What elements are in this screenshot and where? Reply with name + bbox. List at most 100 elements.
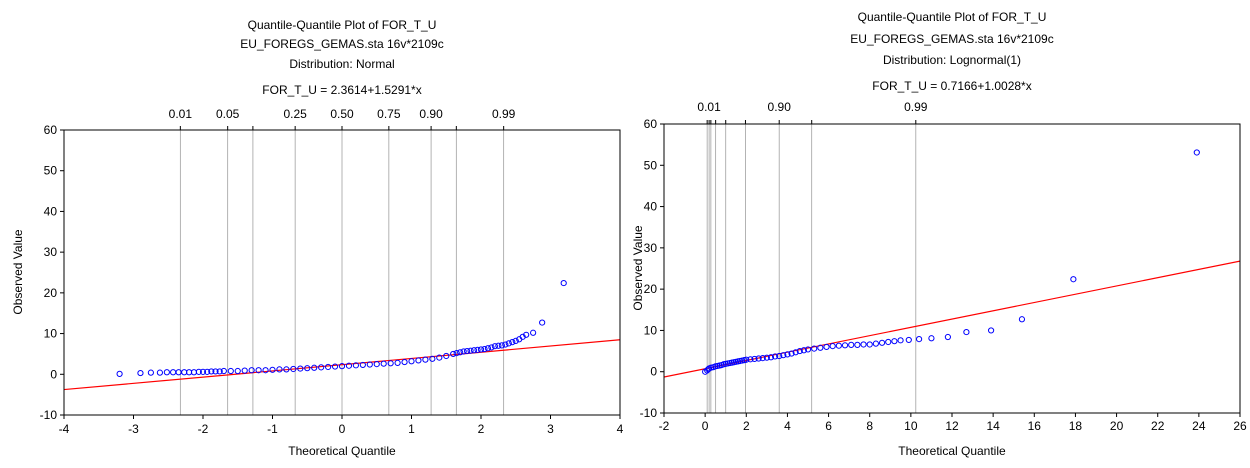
x-tick-label: 0	[702, 419, 709, 433]
chart-title-line: Distribution: Lognormal(1)	[883, 53, 1021, 67]
data-point	[506, 341, 511, 346]
data-point	[540, 320, 545, 325]
data-point	[849, 342, 854, 347]
data-point	[988, 328, 993, 333]
data-point	[867, 342, 872, 347]
probability-tick-label: 0.05	[216, 107, 240, 121]
y-tick-label: 0	[50, 367, 57, 381]
y-tick-label: 10	[44, 327, 58, 341]
x-axis-label: Theoretical Quantile	[898, 444, 1006, 458]
x-tick-label: 2	[743, 419, 750, 433]
x-tick-label: -1	[267, 422, 278, 436]
x-tick-label: 4	[617, 422, 624, 436]
x-tick-label: -3	[128, 422, 139, 436]
data-point	[1194, 150, 1199, 155]
data-point	[916, 336, 921, 341]
data-point	[945, 334, 950, 339]
data-point	[148, 370, 153, 375]
x-tick-label: 6	[825, 419, 832, 433]
x-tick-label: 16	[1028, 419, 1042, 433]
data-point	[830, 344, 835, 349]
y-axis-label: Observed Value	[631, 225, 645, 310]
chart-title-line: Quantile-Quantile Plot of FOR_T_U	[858, 10, 1047, 24]
data-point	[964, 329, 969, 334]
chart-title-line: FOR_T_U = 0.7166+1.0028*x	[872, 79, 1031, 93]
data-point	[482, 346, 487, 351]
y-tick-label: -10	[40, 408, 58, 422]
data-point	[1019, 317, 1024, 322]
probability-tick-label: 0.99	[492, 107, 516, 121]
probability-tick-label: 0.25	[283, 107, 307, 121]
qq-plot-lognormal: Quantile-Quantile Plot of FOR_T_U EU_FORE…	[630, 0, 1250, 463]
data-point	[242, 368, 247, 373]
x-tick-label: -2	[198, 422, 209, 436]
data-point	[886, 339, 891, 344]
data-point	[138, 370, 143, 375]
y-tick-label: 30	[644, 241, 658, 255]
chart-title-line: Distribution: Normal	[289, 57, 394, 71]
data-point	[374, 362, 379, 367]
probability-tick-label: 0.99	[904, 100, 928, 114]
chart-lognormal-svg: Quantile-Quantile Plot of FOR_T_U EU_FORE…	[630, 0, 1250, 463]
y-tick-label: 20	[644, 282, 658, 296]
y-tick-label: 50	[644, 158, 658, 172]
x-tick-label: 3	[547, 422, 554, 436]
x-tick-label: 0	[339, 422, 346, 436]
chart-title-line: EU_FOREGS_GEMAS.sta 16v*2109c	[850, 32, 1053, 46]
y-tick-label: 60	[644, 117, 658, 131]
fit-line	[664, 261, 1240, 377]
data-point	[235, 368, 240, 373]
y-tick-label: 10	[644, 323, 658, 337]
data-point	[485, 346, 490, 351]
y-tick-label: 60	[44, 123, 58, 137]
x-tick-label: 2	[478, 422, 485, 436]
x-tick-label: 10	[904, 419, 918, 433]
data-point	[929, 336, 934, 341]
data-point	[842, 343, 847, 348]
data-point	[561, 280, 566, 285]
x-tick-label: 26	[1233, 419, 1247, 433]
x-tick-label: 14	[986, 419, 1000, 433]
data-point	[855, 342, 860, 347]
y-tick-label: 40	[44, 204, 58, 218]
data-point	[824, 344, 829, 349]
y-tick-label: 30	[44, 245, 58, 259]
y-axis-label: Observed Value	[11, 229, 25, 314]
chart-title-line: EU_FOREGS_GEMAS.sta 16v*2109c	[240, 37, 443, 51]
x-axis-label: Theoretical Quantile	[288, 444, 396, 458]
qq-plot-normal: Quantile-Quantile Plot of FOR_T_U EU_FORE…	[0, 0, 630, 463]
chart-title-line: Quantile-Quantile Plot of FOR_T_U	[248, 18, 437, 32]
x-tick-label: 22	[1151, 419, 1165, 433]
data-point	[416, 358, 421, 363]
data-point	[898, 338, 903, 343]
data-point	[249, 368, 254, 373]
x-tick-label: 4	[784, 419, 791, 433]
data-point	[873, 341, 878, 346]
x-tick-label: 18	[1069, 419, 1083, 433]
data-point	[164, 370, 169, 375]
data-point	[157, 370, 162, 375]
chart-title-line: FOR_T_U = 2.3614+1.5291*x	[262, 83, 421, 97]
data-point	[402, 359, 407, 364]
data-point	[326, 364, 331, 369]
chart-normal-svg: Quantile-Quantile Plot of FOR_T_U EU_FORE…	[0, 0, 630, 463]
probability-tick-label: 0.75	[377, 107, 401, 121]
probability-tick-label: 0.50	[330, 107, 354, 121]
plot-frame	[664, 124, 1240, 413]
data-point	[531, 330, 536, 335]
data-point	[510, 340, 515, 345]
x-tick-label: 12	[945, 419, 959, 433]
data-point	[117, 371, 122, 376]
data-point	[395, 360, 400, 365]
data-point	[423, 357, 428, 362]
data-point	[319, 365, 324, 370]
data-point	[489, 345, 494, 350]
y-tick-label: 50	[44, 164, 58, 178]
data-point	[228, 368, 233, 373]
data-point	[836, 343, 841, 348]
data-point	[879, 340, 884, 345]
data-point	[171, 370, 176, 375]
data-point	[906, 337, 911, 342]
probability-tick-label: 0.90	[419, 107, 443, 121]
y-tick-label: 0	[650, 365, 657, 379]
